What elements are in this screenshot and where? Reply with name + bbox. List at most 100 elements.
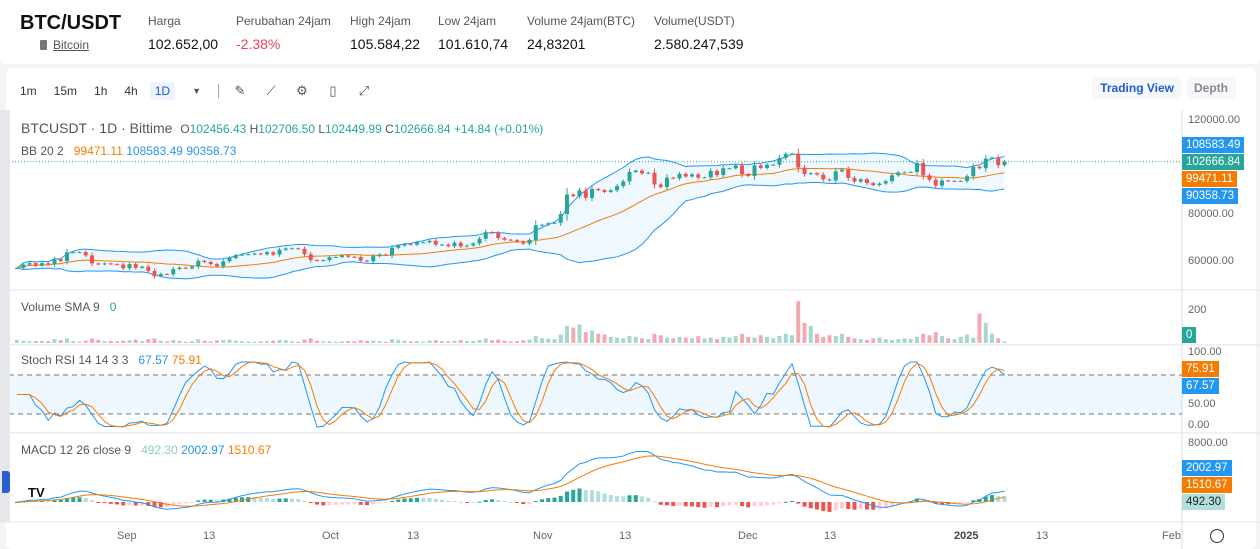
interval-dropdown-icon[interactable]: ▼ [192,86,201,96]
interval-15m[interactable]: 15m [53,84,78,98]
save-icon[interactable]: ▯ [329,83,337,98]
macd-histogram-bar [308,502,313,503]
candle-body [371,256,376,262]
indicator-icon[interactable]: ⟋ [266,83,276,98]
macd-histogram-bar [958,502,963,505]
candle-body [958,180,963,182]
volume-bar [908,339,913,343]
change-value: +14.84 (+0.01%) [453,122,544,136]
candle-body [508,239,513,241]
volume-bar [46,341,51,343]
candle-body [652,172,657,185]
volume-bar [752,337,757,343]
time-tick: 13 [407,530,420,542]
candle-body [152,270,157,277]
volume-bar [627,336,632,343]
candle-body [977,166,982,169]
candle-body [890,175,894,182]
fullscreen-icon[interactable]: ⤢ [358,83,370,98]
volume-bar [646,339,651,343]
macd-histogram-bar [471,502,476,503]
volume-bar [865,339,869,343]
candle-body [877,183,882,186]
macd-histogram-bar [765,502,769,506]
candle-body [971,166,976,177]
macd-histogram-bar [240,497,244,502]
candle-body [871,183,876,186]
tab-depth[interactable]: Depth [1186,77,1236,99]
candle-body [665,177,669,188]
draw-icon[interactable]: ✎ [234,83,246,98]
collapse-handle[interactable] [2,471,10,493]
volume-bar [208,341,213,343]
macd-histogram-bar [533,501,538,503]
settings-icon[interactable]: ⚙ [296,83,308,98]
volume-bar [265,341,269,343]
candle-body [458,242,463,247]
interval-1h[interactable]: 1h [94,84,108,98]
volume-bar [671,338,676,343]
macd-histogram-bar [833,502,838,511]
tab-trading-view[interactable]: Trading View [1092,77,1182,99]
volume-bar [590,330,594,343]
candle-body [46,263,51,265]
candle-body [790,153,794,155]
volume-bar [452,340,457,343]
candle-body [465,245,469,247]
candle-body [746,174,751,176]
stoch-d-tag: 75.91 [1182,361,1219,377]
candle-body [565,194,569,215]
macd-histogram-bar [633,495,638,502]
close-value: 102666.84 [393,122,451,136]
stoch-band [0,375,1182,414]
candle-body [621,181,626,187]
macd-histogram-bar [621,496,626,502]
volume-bar [315,340,319,343]
interval-1m[interactable]: 1m [20,84,37,98]
candle-body [421,242,426,244]
volume-bar [277,339,282,343]
interval-1d[interactable]: 1D [149,82,176,100]
volume-bar [121,340,126,343]
macd-histogram-bar [552,497,557,502]
chart-settings-icon[interactable] [1210,529,1224,543]
macd-histogram-bar [858,502,863,510]
candle-body [933,179,938,186]
candle-body [808,173,813,175]
volume-bar [308,338,313,343]
candle-body [90,255,94,264]
price-chart[interactable] [0,110,1260,549]
macd-legend: MACD 12 26 close 9 492.30 2002.97 1510.6… [21,443,272,457]
macd-histogram-bar [402,498,407,502]
price-tick: 120000.00 [1188,114,1240,126]
candle-body [27,263,32,265]
volume-bar [227,339,232,343]
candle-body [121,264,126,269]
volume-bar [127,340,132,343]
macd-histogram-bar [665,502,669,506]
macd-line [16,450,1005,510]
candle-body [65,252,69,262]
left-scrollbar[interactable] [0,110,10,522]
macd-histogram-bar [421,497,426,502]
interval-4h[interactable]: 4h [124,84,138,98]
candle-body [221,261,226,267]
macd-histogram-bar [90,500,94,502]
macd-histogram-bar [58,499,63,502]
volume-bar [383,341,388,343]
macd-histogram-bar [96,502,101,503]
macd-histogram-bar [283,498,288,502]
macd-histogram-bar [352,502,357,505]
macd-histogram-bar [371,502,376,505]
time-tick: Oct [322,530,340,542]
volume-bar [583,332,588,343]
candle-body [308,254,313,261]
candle-body [740,165,744,175]
volume-bar [321,341,326,343]
macd-histogram-bar [302,500,307,502]
volume-bar [421,341,426,343]
volume-bar [546,338,551,343]
candle-body [352,256,357,258]
macd-histogram-bar [671,502,676,507]
coin-link[interactable]: Bitcoin [40,38,89,52]
